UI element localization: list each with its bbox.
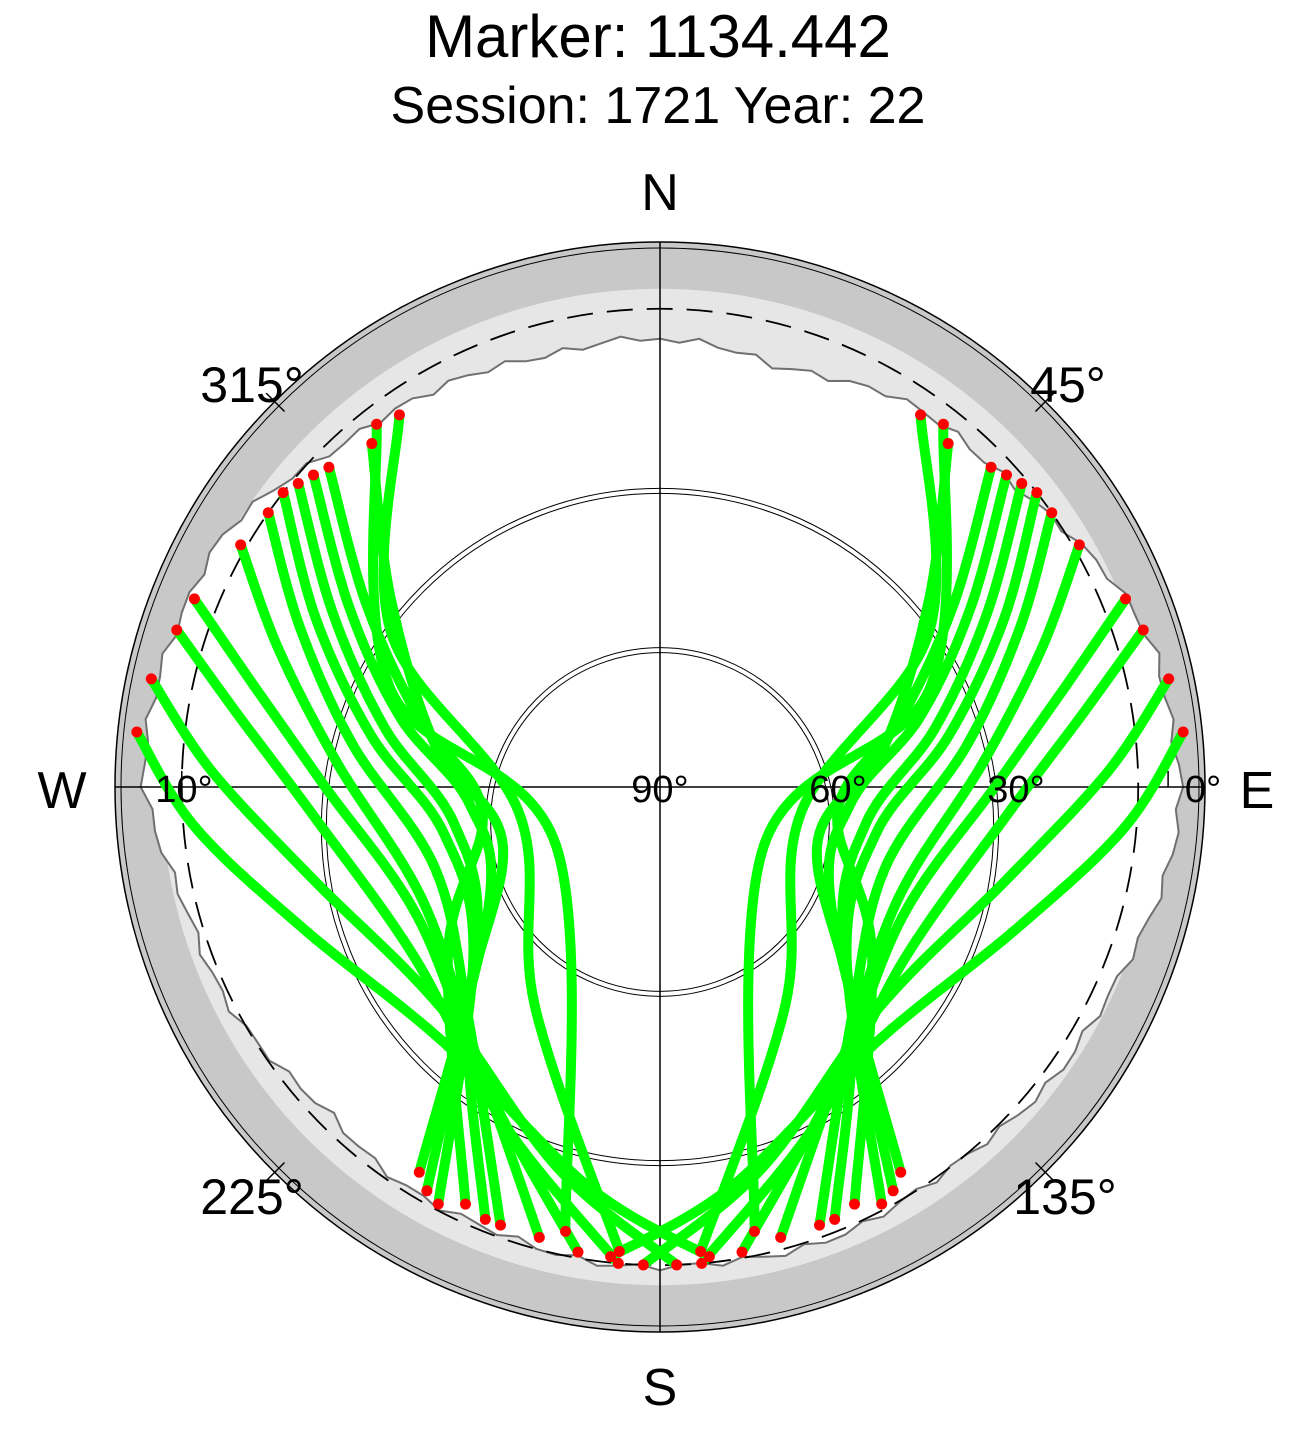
track-end-marker <box>849 1198 861 1210</box>
track-end-marker <box>887 1185 899 1197</box>
track-start-marker <box>171 624 183 636</box>
track-start-marker <box>366 438 378 450</box>
track-start-marker <box>1046 507 1058 519</box>
satellite-tracks <box>131 409 1189 1270</box>
track-end-marker <box>612 1257 624 1269</box>
satellite-track <box>171 625 624 1269</box>
track-end-marker <box>572 1246 584 1258</box>
track-start-marker <box>307 469 319 481</box>
chart-title: Marker: 1134.442 <box>425 3 891 70</box>
south-label: S <box>643 1359 678 1417</box>
azimuth-tick-label: 45° <box>1030 357 1106 413</box>
azimuth-tick-label: 135° <box>1013 1169 1116 1225</box>
track-end-marker <box>495 1219 507 1231</box>
track-start-marker <box>1137 624 1149 636</box>
azimuth-tick <box>265 1161 286 1182</box>
axis-labels: N S W E 45° 135° 225° 315° 0° 30° 60° 90… <box>37 164 1274 1417</box>
elevation-tick-label: 0° <box>1185 769 1221 811</box>
chart-subtitle: Session: 1721 Year: 22 <box>390 77 926 135</box>
satellite-track <box>695 409 942 1257</box>
track-end-marker <box>560 1225 572 1237</box>
track-start-marker <box>277 487 289 499</box>
azimuth-tick <box>1034 392 1055 413</box>
track-start-marker <box>1177 726 1189 738</box>
track-end-marker <box>613 1245 625 1257</box>
track-start-marker <box>235 539 247 551</box>
track-start-marker <box>915 409 927 421</box>
track-end-marker <box>671 1259 683 1271</box>
azimuth-tick-label: 315° <box>200 357 303 413</box>
track-end-marker <box>533 1231 545 1243</box>
track-end-marker <box>479 1213 491 1225</box>
elevation-tick-label: 90° <box>631 769 688 811</box>
track-start-marker <box>985 461 997 473</box>
track-end-marker <box>637 1259 649 1271</box>
satellite-track <box>743 419 952 1237</box>
elevation-tick-label: 10° <box>155 769 212 811</box>
satellite-track <box>368 419 577 1237</box>
track-end-marker <box>605 1251 617 1263</box>
track-end-marker <box>421 1185 433 1197</box>
track-end-marker <box>736 1246 748 1258</box>
azimuth-tick <box>265 392 286 413</box>
track-start-marker <box>371 418 383 430</box>
track-end-marker <box>775 1231 787 1243</box>
track-end-marker <box>813 1219 825 1231</box>
track-end-marker <box>748 1225 760 1237</box>
track-start-marker <box>262 507 274 519</box>
east-label: E <box>1240 762 1275 820</box>
track-start-marker <box>937 418 949 430</box>
track-start-marker <box>323 461 335 473</box>
track-end-marker <box>696 1257 708 1269</box>
track-end-marker <box>895 1166 907 1178</box>
track-end-marker <box>695 1245 707 1257</box>
track-start-marker <box>942 438 954 450</box>
track-end-marker <box>876 1198 888 1210</box>
track-start-marker <box>188 593 200 605</box>
track-start-marker <box>1001 469 1013 481</box>
azimuth-tick <box>1034 1161 1055 1182</box>
satellite-track <box>378 409 625 1257</box>
track-end-markers <box>131 409 1189 1271</box>
track-end-marker <box>432 1198 444 1210</box>
track-end-marker <box>829 1213 841 1225</box>
track-start-marker <box>131 726 143 738</box>
elevation-tick-label: 60° <box>809 769 866 811</box>
track-start-marker <box>393 409 405 421</box>
track-end-marker <box>703 1251 715 1263</box>
track-start-marker <box>1031 487 1043 499</box>
elevation-tick-label: 30° <box>987 769 1044 811</box>
north-label: N <box>641 164 679 222</box>
west-label: W <box>37 762 86 820</box>
track-start-marker <box>1163 673 1175 685</box>
satellite-track <box>696 625 1149 1269</box>
track-start-marker <box>292 477 304 489</box>
track-end-marker <box>413 1166 425 1178</box>
track-start-marker <box>1120 593 1132 605</box>
azimuth-tick-label: 225° <box>200 1169 303 1225</box>
track-start-marker <box>145 673 157 685</box>
track-end-marker <box>459 1198 471 1210</box>
track-start-marker <box>1016 477 1028 489</box>
track-start-marker <box>1073 539 1085 551</box>
